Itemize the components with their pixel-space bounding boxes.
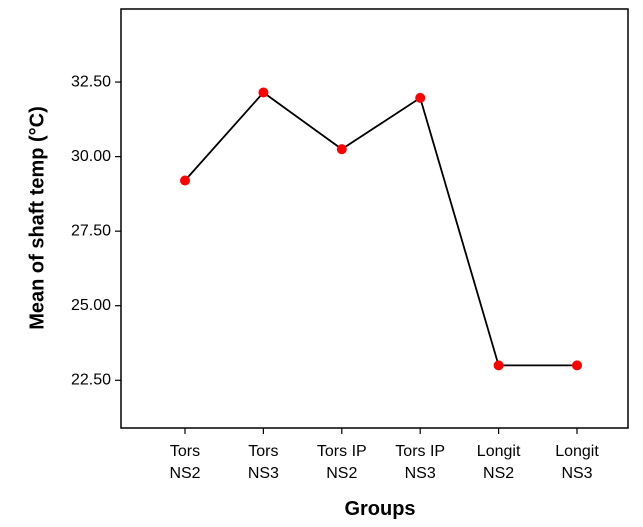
y-axis: 22.50 25.00 27.50 30.00 32.50 bbox=[71, 73, 121, 389]
data-point bbox=[258, 87, 269, 98]
y-tick-label: 30.00 bbox=[71, 148, 111, 165]
data-point bbox=[572, 360, 582, 371]
series-group bbox=[180, 87, 582, 371]
x-tick-label: NS2 bbox=[169, 465, 200, 482]
x-tick-label: Tors bbox=[248, 443, 278, 460]
x-tick-label: Tors IP bbox=[395, 443, 445, 460]
data-point bbox=[180, 175, 190, 186]
x-tick-label: NS2 bbox=[483, 465, 514, 482]
x-tick-label: NS2 bbox=[326, 465, 357, 482]
data-point bbox=[493, 360, 504, 371]
y-tick-label: 27.50 bbox=[71, 222, 111, 239]
x-tick-label: Tors bbox=[170, 443, 200, 460]
x-tick-label: Longit bbox=[555, 443, 599, 460]
data-point bbox=[415, 92, 426, 103]
x-axis-title: Groups bbox=[344, 498, 415, 520]
y-tick-label: 25.00 bbox=[71, 297, 111, 314]
y-tick-label: 22.50 bbox=[71, 372, 111, 389]
x-tick-label: NS3 bbox=[405, 465, 436, 482]
x-tick-label: NS3 bbox=[561, 465, 592, 482]
x-tick-label: NS3 bbox=[248, 465, 279, 482]
x-tick-label: Longit bbox=[477, 443, 521, 460]
data-point bbox=[336, 144, 347, 155]
y-axis-title: Mean of shaft temp (°C) bbox=[26, 106, 48, 330]
x-tick-label: Tors IP bbox=[317, 443, 367, 460]
y-tick-label: 32.50 bbox=[71, 73, 111, 90]
plot-frame bbox=[120, 8, 629, 429]
x-axis: Tors NS2 Tors NS3 Tors IP NS2 Tors IP NS3 Longit… bbox=[169, 428, 599, 482]
series-line bbox=[184, 91, 577, 367]
